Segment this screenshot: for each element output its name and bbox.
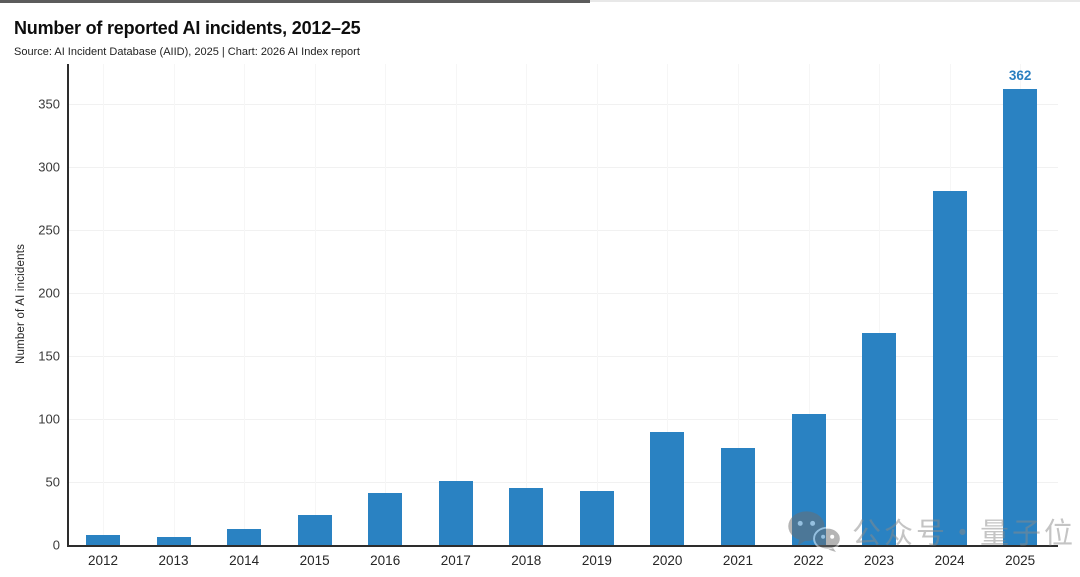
x-tick-label-2013: 2013	[158, 553, 189, 568]
y-tick-label-100: 100	[38, 411, 60, 427]
x-tick-label-2022: 2022	[793, 553, 824, 568]
bar-2021	[720, 448, 755, 545]
y-tick-label-150: 150	[38, 348, 60, 364]
bar-2023	[862, 333, 897, 545]
bar-2015	[297, 514, 332, 545]
plot-area: 0 50 100 150 200 250 300 350 2012 2013 2014 2015 201…	[38, 64, 1058, 568]
gridline-x-2019	[596, 64, 598, 545]
gridline-y-50	[69, 482, 1058, 484]
gridline-x-2022	[808, 64, 810, 545]
y-tick-label-200: 200	[38, 285, 60, 301]
gridline-x-2014	[244, 64, 246, 545]
x-tick-label-2018: 2018	[511, 553, 542, 568]
bar-2022	[791, 414, 826, 545]
gridline-x-2013	[173, 64, 175, 545]
bar-2018	[509, 488, 544, 545]
bar-2012	[86, 534, 120, 545]
gridline-y-150	[69, 356, 1058, 358]
bar-2014	[227, 528, 262, 545]
x-tick-label-2012: 2012	[87, 553, 119, 568]
x-tick-label-2019: 2019	[581, 553, 612, 568]
gridline-x-2015	[314, 64, 316, 545]
y-tick-label-350: 350	[38, 96, 60, 112]
x-tick-label-2023: 2023	[864, 553, 895, 568]
gridline-y-200	[69, 293, 1058, 295]
x-tick-label-2014: 2014	[229, 553, 260, 568]
gridline-y-300	[69, 167, 1058, 169]
bar-value-label-2025: 362	[1008, 68, 1032, 84]
top-edge-light-strip	[590, 0, 1080, 2]
gridline-x-2018	[526, 64, 528, 545]
gridline-x-2020	[667, 64, 669, 545]
bar-2024	[932, 191, 967, 545]
top-edge-dark-strip	[0, 0, 590, 3]
y-tick-label-0: 0	[52, 537, 60, 553]
bar-2017	[438, 480, 473, 545]
y-tick-label-300: 300	[38, 159, 60, 175]
chart-source-caption: Source: AI Incident Database (AIID), 202…	[14, 46, 360, 58]
x-tick-label-2016: 2016	[370, 553, 401, 568]
gridline-x-2016	[385, 64, 387, 545]
x-tick-label-2021: 2021	[722, 553, 753, 568]
gridline-x-2017	[455, 64, 457, 545]
x-tick-label-2020: 2020	[652, 553, 683, 568]
gridline-y-350	[69, 104, 1058, 106]
gridline-x-2021	[737, 64, 739, 545]
gridline-y-250	[69, 230, 1058, 232]
gridline-x-2012	[103, 64, 104, 545]
bar-2025	[1003, 89, 1038, 545]
bar-2020	[650, 431, 685, 545]
y-tick-label-250: 250	[38, 222, 60, 238]
chart-title: Number of reported AI incidents, 2012–25	[14, 18, 361, 38]
x-tick-label-2017: 2017	[440, 553, 471, 568]
x-tick-label-2024: 2024	[934, 553, 965, 568]
y-tick-label-50: 50	[45, 474, 60, 490]
bar-2016	[368, 493, 403, 545]
bar-2019	[579, 490, 614, 545]
y-axis-title: Number of AI incidents	[15, 243, 27, 365]
x-tick-label-2025: 2025	[1005, 553, 1036, 568]
x-tick-label-2015: 2015	[299, 553, 330, 568]
bar-2013	[156, 537, 191, 545]
gridline-y-100	[69, 419, 1058, 421]
gridline-x-2023	[879, 64, 881, 545]
